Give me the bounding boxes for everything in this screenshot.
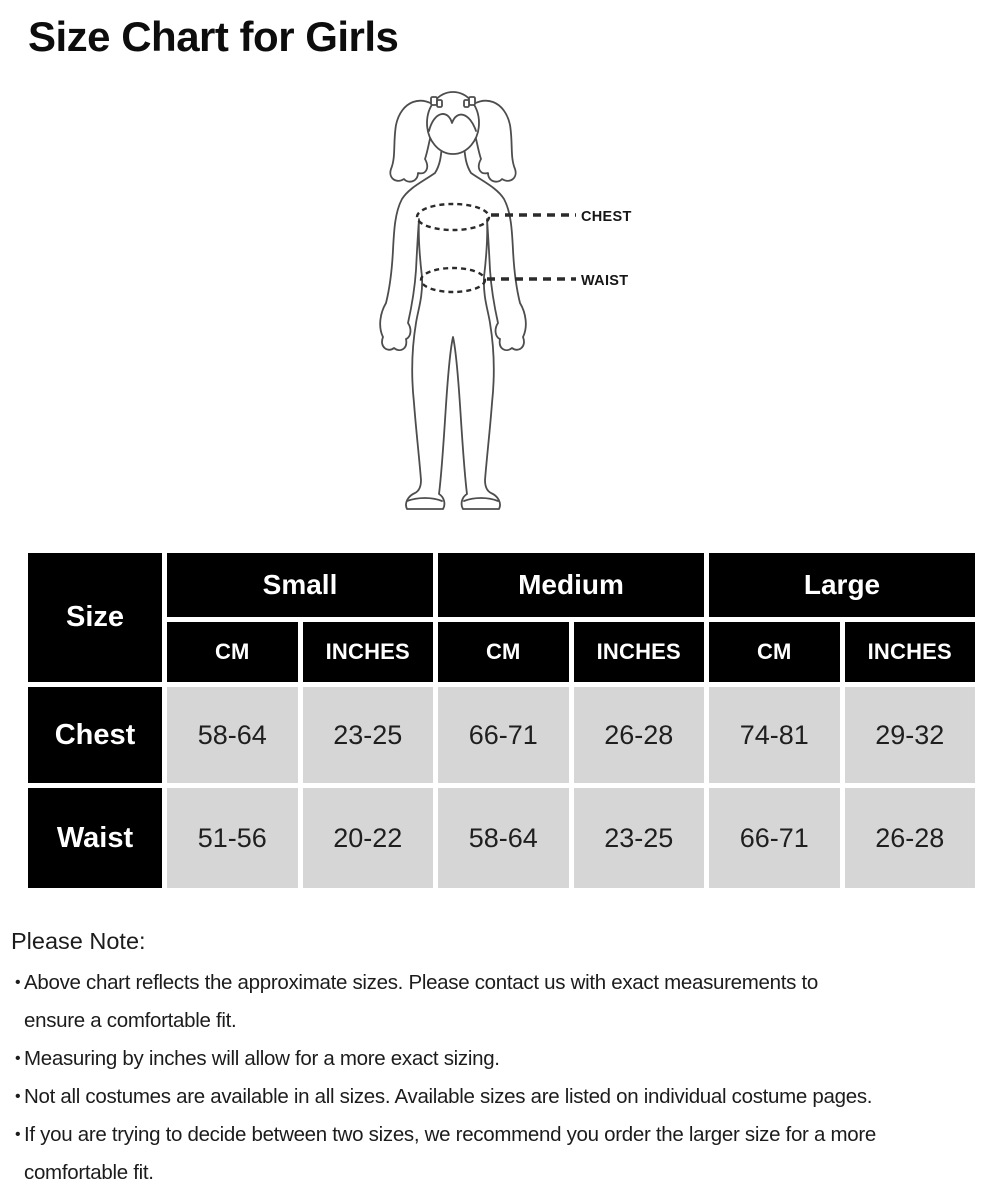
notes-section: Please Note: • Above chart reflects the … — [11, 924, 986, 1192]
note-text: ensure a comfortable fit. — [24, 1009, 237, 1032]
note-item: • Measuring by inches will allow for a m… — [11, 1040, 986, 1078]
table-group-header-small: Small — [167, 553, 433, 617]
waist-medium-cm: 58-64 — [438, 788, 569, 888]
waist-label: WAIST — [581, 273, 628, 289]
left-shoe-line — [406, 497, 443, 502]
notes-heading: Please Note: — [11, 928, 146, 954]
unit-header-medium-cm: CM — [438, 622, 569, 682]
chest-large-cm: 74-81 — [709, 687, 840, 783]
note-text: Above chart reflects the approximate siz… — [24, 971, 818, 994]
size-chart-table: Size Small Medium Large CM INCHES CM INC… — [28, 553, 975, 888]
note-item-continuation: comfortable fit. — [11, 1154, 986, 1192]
row-header-chest: Chest — [28, 687, 162, 783]
measurement-figure: CHEST WAIST — [350, 85, 680, 525]
note-item: • If you are trying to decide between tw… — [11, 1116, 986, 1154]
unit-header-large-cm: CM — [709, 622, 840, 682]
chest-medium-inches: 26-28 — [573, 687, 704, 783]
waist-large-inches: 26-28 — [844, 788, 975, 888]
chest-medium-cm: 66-71 — [438, 687, 569, 783]
bullet-dot: • — [15, 1126, 21, 1143]
right-shoe-line — [463, 497, 499, 502]
note-text: comfortable fit. — [24, 1161, 154, 1184]
chest-small-inches: 23-25 — [302, 687, 433, 783]
bullet-dot: • — [15, 1050, 21, 1067]
table-corner-header: Size — [28, 553, 162, 682]
bullet-dot: • — [15, 1088, 21, 1105]
unit-header-small-cm: CM — [167, 622, 298, 682]
girl-outline-illustration: CHEST WAIST — [379, 91, 632, 510]
waist-small-cm: 51-56 — [167, 788, 298, 888]
note-item-continuation: ensure a comfortable fit. — [11, 1002, 986, 1040]
note-item: • Above chart reflects the approximate s… — [11, 964, 986, 1002]
right-hair-tie — [463, 99, 470, 108]
note-text: If you are trying to decide between two … — [24, 1123, 876, 1146]
page-title: Size Chart for Girls — [28, 13, 399, 60]
unit-header-large-inches: INCHES — [844, 622, 975, 682]
waist-measure-ellipse — [419, 266, 487, 294]
note-item: • Not all costumes are available in all … — [11, 1078, 986, 1116]
note-text: Measuring by inches will allow for a mor… — [24, 1047, 500, 1070]
unit-header-small-inches: INCHES — [302, 622, 433, 682]
body-outline — [379, 144, 527, 510]
chest-measure-ellipse — [415, 202, 491, 232]
waist-medium-inches: 23-25 — [573, 788, 704, 888]
left-hair-tie — [436, 99, 443, 108]
note-text: Not all costumes are available in all si… — [24, 1085, 873, 1108]
unit-header-medium-inches: INCHES — [573, 622, 704, 682]
row-header-waist: Waist — [28, 788, 162, 888]
table-group-header-large: Large — [709, 553, 975, 617]
waist-large-cm: 66-71 — [709, 788, 840, 888]
table-group-header-medium: Medium — [438, 553, 704, 617]
hair-fringe — [428, 113, 477, 132]
bullet-dot: • — [15, 974, 21, 991]
chest-large-inches: 29-32 — [844, 687, 975, 783]
waist-small-inches: 20-22 — [302, 788, 433, 888]
chest-small-cm: 58-64 — [167, 687, 298, 783]
chest-label: CHEST — [581, 209, 632, 225]
